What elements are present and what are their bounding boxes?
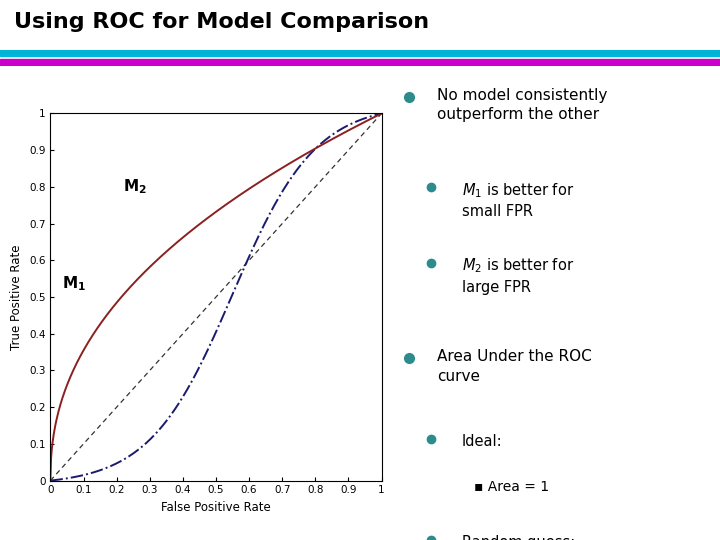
Text: Using ROC for Model Comparison: Using ROC for Model Comparison (14, 12, 430, 32)
Text: Area Under the ROC
curve: Area Under the ROC curve (437, 349, 592, 383)
Bar (0, 50, 720, 56)
Text: No model consistently
outperform the other: No model consistently outperform the oth… (437, 88, 607, 123)
Text: $\mathbf{M_2}$: $\mathbf{M_2}$ (123, 178, 147, 196)
Text: $\mathbf{M_1}$: $\mathbf{M_1}$ (62, 275, 86, 294)
Bar (0, 58, 720, 65)
Text: ▪ Area = 1: ▪ Area = 1 (474, 480, 549, 494)
Text: Random guess:: Random guess: (462, 535, 575, 540)
Text: $M_2$ is better for
large FPR: $M_2$ is better for large FPR (462, 256, 574, 295)
Text: $M_1$ is better for
small FPR: $M_1$ is better for small FPR (462, 181, 574, 219)
X-axis label: False Positive Rate: False Positive Rate (161, 501, 271, 514)
Text: Ideal:: Ideal: (462, 434, 502, 449)
Y-axis label: True Positive Rate: True Positive Rate (11, 244, 24, 350)
